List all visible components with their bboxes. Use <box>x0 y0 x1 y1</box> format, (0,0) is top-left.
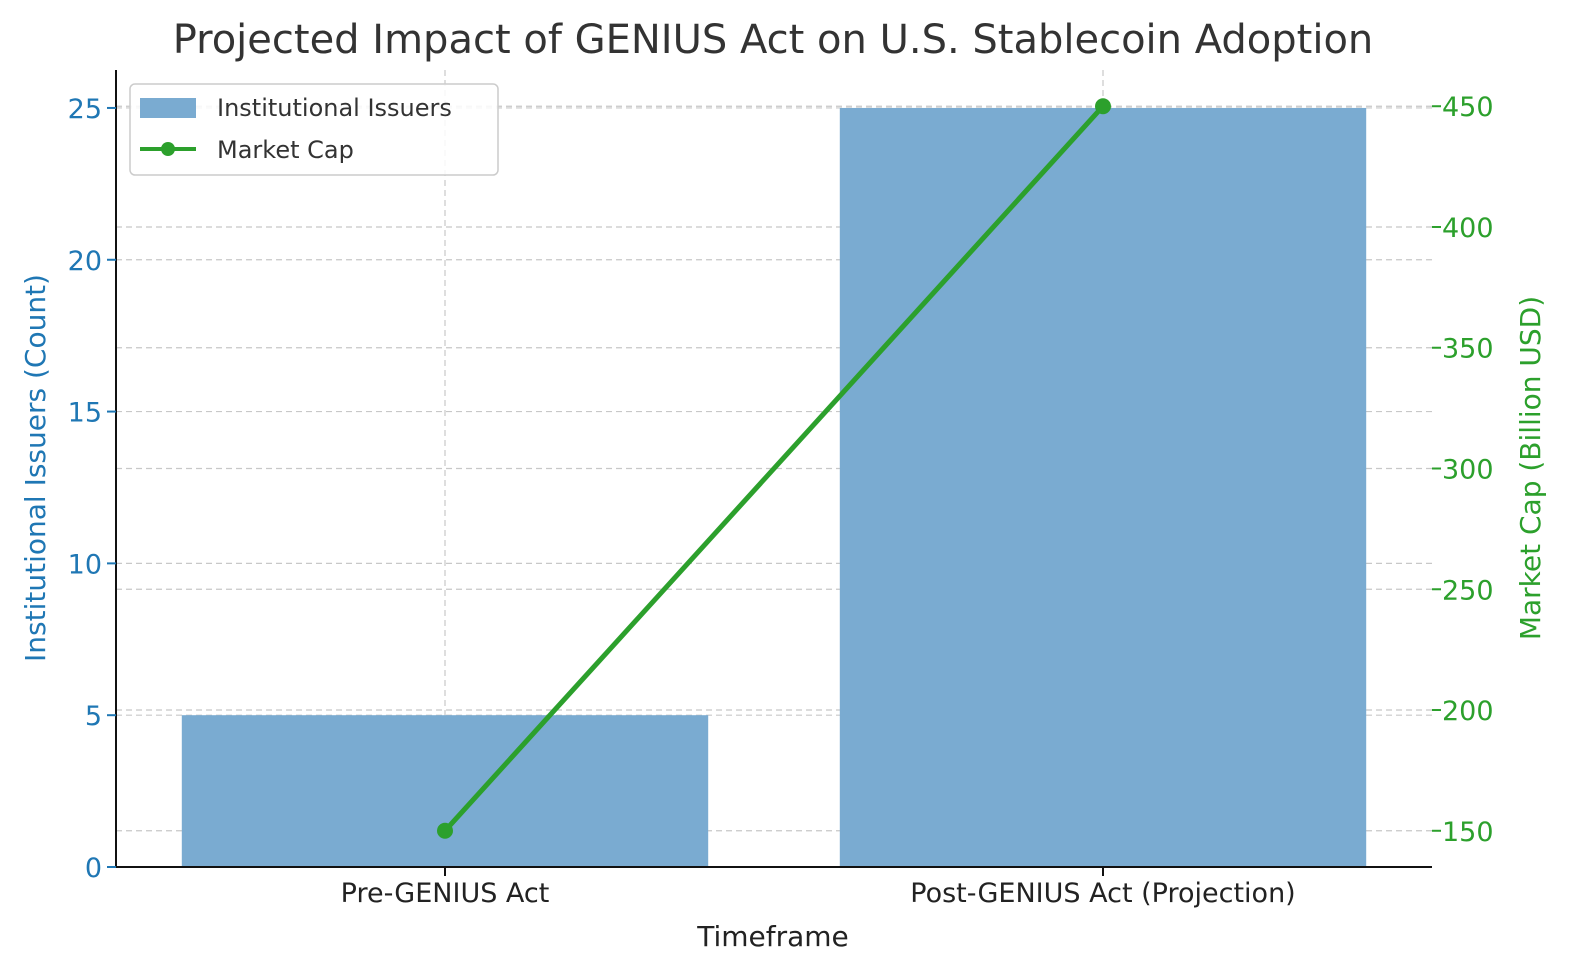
legend: Institutional Issuers Market Cap <box>129 83 499 176</box>
y-right-tick-label: 200 <box>1442 696 1494 727</box>
y-left-tick-label: 15 <box>68 398 102 429</box>
y-left-tick-label: 10 <box>68 549 102 580</box>
legend-label-bars: Institutional Issuers <box>217 94 452 122</box>
y-axis-left-label: Institutional Issuers (Count) <box>19 274 52 662</box>
x-tick-label: Post-GENIUS Act (Projection) <box>910 878 1295 909</box>
axis-labels: Timeframe Institutional Issuers (Count) … <box>19 274 1547 953</box>
bar <box>181 715 709 867</box>
y-right-tick-label: 150 <box>1442 817 1494 848</box>
market-cap-line <box>443 104 1105 833</box>
y-right-tick-label: 400 <box>1442 213 1494 244</box>
bar-series <box>181 107 1367 867</box>
y-left-tick-label: 0 <box>85 853 102 884</box>
x-axis-label: Timeframe <box>696 920 849 953</box>
y-left-tick-label: 20 <box>68 246 102 277</box>
legend-frame <box>129 83 499 176</box>
y-right-tick-label: 250 <box>1442 575 1494 606</box>
y-left-tick-label: 5 <box>85 701 102 732</box>
legend-bar-swatch <box>140 98 196 118</box>
chart-title: Projected Impact of GENIUS Act on U.S. S… <box>173 17 1374 63</box>
y-right-tick-label: 300 <box>1442 455 1494 486</box>
y-axis-right-label: Market Cap (Billion USD) <box>1514 296 1547 640</box>
y-right-tick-label: 450 <box>1442 92 1494 123</box>
y-right-tick-label: 350 <box>1442 334 1494 365</box>
legend-label-line: Market Cap <box>217 136 354 164</box>
market-cap-point <box>437 822 453 839</box>
market-cap-point <box>1095 98 1111 115</box>
x-tick-label: Pre-GENIUS Act <box>341 878 550 909</box>
line-series <box>437 98 1111 839</box>
y-left-tick-label: 25 <box>68 94 102 125</box>
legend-line-marker <box>161 142 175 156</box>
axes: 0 5 10 15 20 25 150 200 250 300 350 400 450 Pre-GENIU… <box>68 70 1494 909</box>
bar <box>839 107 1367 867</box>
